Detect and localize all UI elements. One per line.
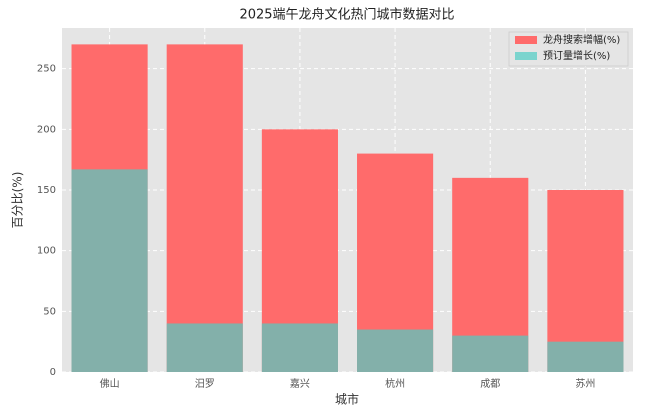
bar <box>357 329 434 372</box>
legend-label: 龙舟搜索增幅(%) <box>543 33 620 46</box>
plot-background <box>62 28 633 372</box>
legend-swatch <box>515 52 537 60</box>
x-tick-label: 苏州 <box>575 377 595 390</box>
bars <box>71 44 624 372</box>
y-tick-label: 250 <box>37 64 56 75</box>
x-tick-label: 汨罗 <box>195 377 215 390</box>
x-tick-label: 佛山 <box>100 377 120 390</box>
y-tick-label: 0 <box>50 367 56 378</box>
bar <box>261 323 338 372</box>
chart-title: 2025端午龙舟文化热门城市数据对比 <box>239 7 454 23</box>
x-tick-label: 成都 <box>480 378 500 390</box>
bar <box>166 323 243 372</box>
bar <box>166 44 243 372</box>
y-axis-label: 百分比(%) <box>11 172 25 229</box>
legend-swatch <box>515 36 537 44</box>
x-tick-label: 杭州 <box>385 377 405 390</box>
legend-label: 预订量增长(%) <box>543 49 610 62</box>
bar <box>547 341 624 372</box>
bar <box>71 169 148 372</box>
y-tick-label: 50 <box>43 306 56 317</box>
legend: 龙舟搜索增幅(%) 预订量增长(%) <box>508 31 629 67</box>
y-tick-label: 200 <box>37 124 56 135</box>
bar <box>452 335 529 372</box>
x-tick-label: 嘉兴 <box>290 377 310 390</box>
y-tick-label: 100 <box>37 246 56 257</box>
x-axis-label: 城市 <box>335 392 359 407</box>
y-tick-label: 150 <box>37 185 56 196</box>
